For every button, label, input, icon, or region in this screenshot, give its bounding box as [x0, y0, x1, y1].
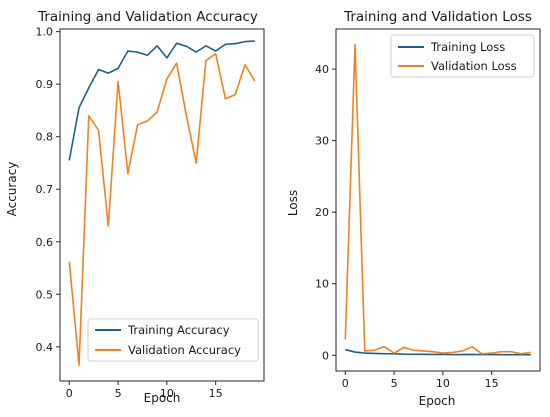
loss-y-axis-label: Loss	[286, 190, 300, 216]
loss-x-tick-label: 15	[485, 377, 499, 390]
accuracy-y-tick-label: 0.4	[36, 341, 54, 354]
accuracy-y-tick-label: 0.9	[36, 78, 54, 91]
loss-y-tick-label: 30	[315, 135, 329, 148]
legend-label-validation-loss: Validation Loss	[431, 59, 517, 73]
loss-chart-title: Training and Validation Loss	[343, 9, 532, 25]
series-line-validation-accuracy	[68, 52, 256, 367]
loss-x-tick-label: 10	[436, 377, 450, 390]
legend-label-training-loss: Training Loss	[430, 40, 505, 54]
accuracy-legend: Training Accuracy Validation Accuracy	[87, 318, 259, 362]
accuracy-x-tick-label: 5	[115, 387, 122, 400]
loss-y-tick-label: 0	[322, 349, 329, 362]
legend-label-training-accuracy: Training Accuracy	[127, 323, 230, 337]
loss-legend-box	[390, 34, 535, 78]
loss-chart: Training and Validation Loss Loss Epoch …	[286, 9, 541, 408]
series-line-training-loss	[345, 348, 531, 356]
loss-x-tick-label: 5	[391, 377, 398, 390]
series-line-training-accuracy	[68, 40, 255, 161]
accuracy-legend-box	[87, 318, 259, 362]
accuracy-x-tick-label: 10	[160, 387, 174, 400]
accuracy-chart-title: Training and Validation Accuracy	[37, 9, 258, 25]
accuracy-y-tick-label: 0.7	[36, 183, 54, 196]
series-line-validation-loss	[344, 43, 531, 355]
accuracy-y-tick-label: 0.8	[36, 131, 54, 144]
loss-x-axis-label: Epoch	[419, 394, 456, 408]
accuracy-y-tick-label: 1.0	[36, 26, 54, 39]
loss-plot-frame	[335, 28, 541, 372]
accuracy-plot-frame	[59, 28, 265, 382]
loss-series	[344, 43, 531, 356]
accuracy-y-tick-label: 0.6	[36, 236, 54, 249]
accuracy-series	[68, 40, 256, 367]
loss-ticks: 0 5 10 15 0 10 20 30 40	[315, 63, 499, 390]
loss-y-tick-label: 20	[315, 206, 329, 219]
accuracy-x-tick-label: 15	[209, 387, 223, 400]
accuracy-chart: Training and Validation Accuracy Accurac…	[5, 9, 265, 405]
loss-y-tick-label: 40	[315, 63, 329, 76]
accuracy-y-axis-label: Accuracy	[5, 162, 19, 217]
accuracy-y-tick-label: 0.5	[36, 288, 54, 301]
accuracy-ticks: 0 5 10 15 0.4 0.5 0.6 0.7 0.8 0.9 1.0	[36, 26, 223, 400]
loss-y-tick-label: 10	[315, 278, 329, 291]
accuracy-x-tick-label: 0	[66, 387, 73, 400]
accuracy-x-axis-label: Epoch	[144, 391, 181, 405]
loss-x-tick-label: 0	[342, 377, 349, 390]
legend-label-validation-accuracy: Validation Accuracy	[128, 343, 241, 357]
loss-legend: Training Loss Validation Loss	[390, 34, 535, 78]
